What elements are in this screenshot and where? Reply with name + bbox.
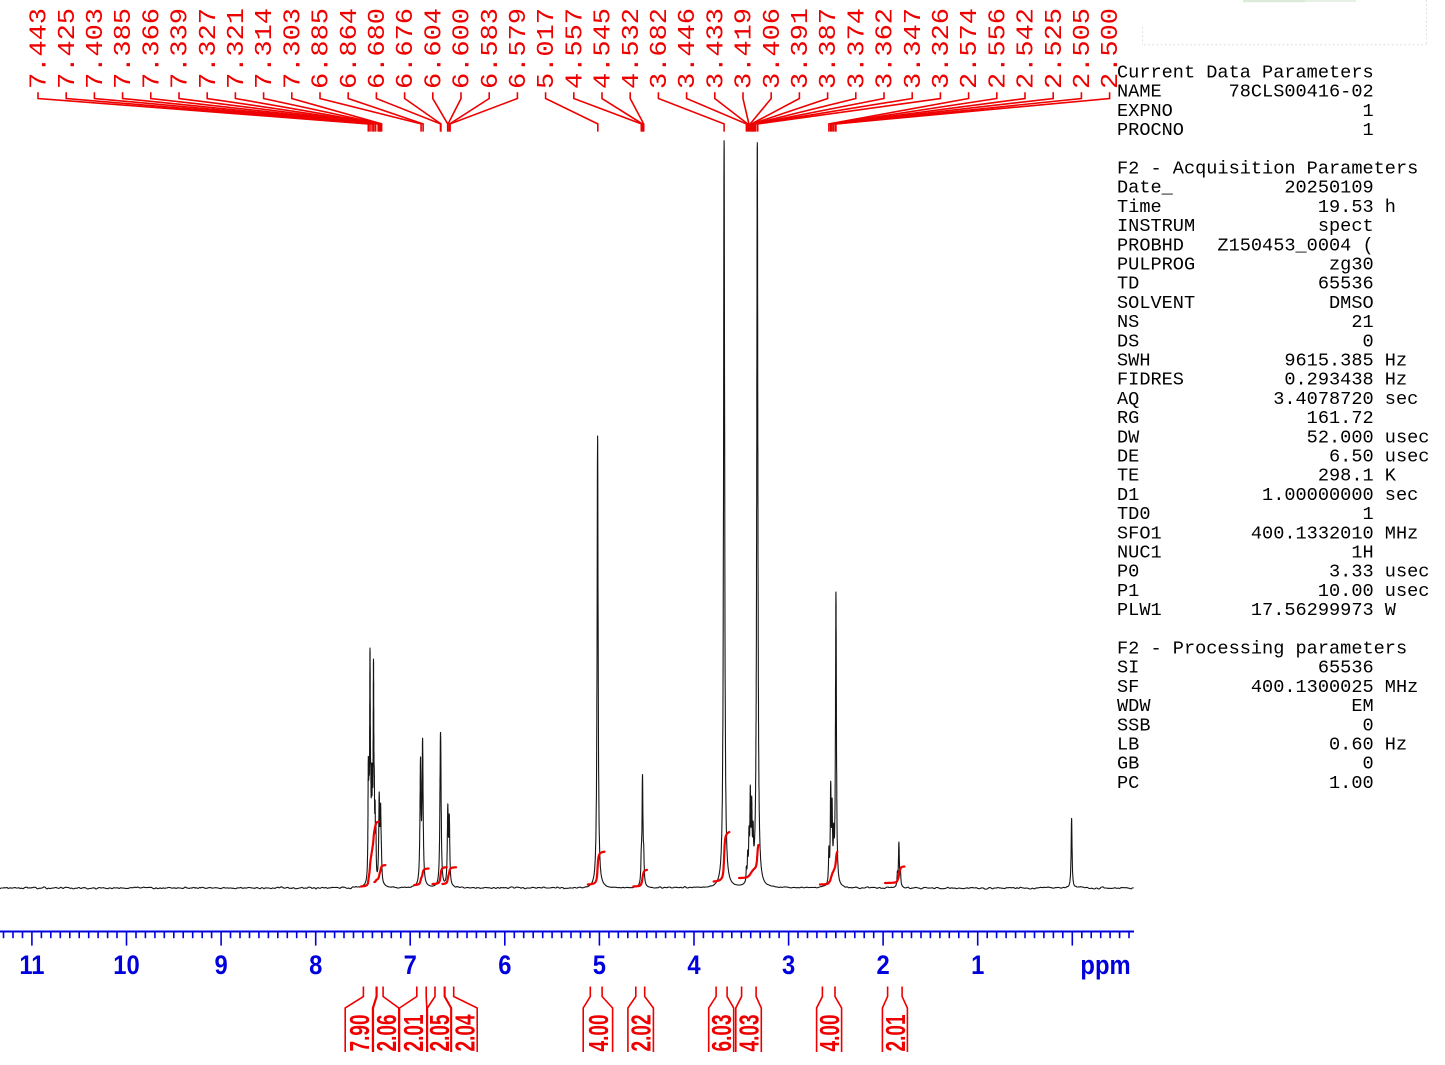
svg-text:PROBHD Z150453_0004 (: PROBHD Z150453_0004 ( <box>1117 235 1374 256</box>
svg-text:4.557: 4.557 <box>562 8 589 89</box>
svg-text:2.06: 2.06 <box>372 1014 404 1051</box>
svg-text:3.391: 3.391 <box>787 8 814 89</box>
svg-text:PC 1.00: PC 1.00 <box>1117 773 1374 794</box>
svg-text:GB 0: GB 0 <box>1117 754 1374 775</box>
svg-text:Date_ 20250109: Date_ 20250109 <box>1117 178 1374 199</box>
svg-text:2.505: 2.505 <box>1069 8 1096 89</box>
svg-text:TD 65536: TD 65536 <box>1117 274 1374 295</box>
svg-text:2.525: 2.525 <box>1041 8 1068 89</box>
svg-text:3.419: 3.419 <box>731 8 758 89</box>
svg-text:11: 11 <box>19 951 44 980</box>
svg-text:SF 400.1300025 MHz: SF 400.1300025 MHz <box>1117 677 1418 698</box>
svg-text:DE 6.50 usec: DE 6.50 usec <box>1117 447 1429 468</box>
svg-text:2.02: 2.02 <box>626 1014 658 1051</box>
svg-text:6.676: 6.676 <box>392 8 419 89</box>
svg-text:F2 - Acquisition Parameters: F2 - Acquisition Parameters <box>1117 159 1418 180</box>
svg-text:NUC1 1H: NUC1 1H <box>1117 543 1374 564</box>
svg-text:INSTRUM spect: INSTRUM spect <box>1117 216 1374 237</box>
svg-text:2.01: 2.01 <box>399 1014 431 1051</box>
svg-text:2: 2 <box>876 951 889 980</box>
svg-text:RG 161.72: RG 161.72 <box>1117 408 1374 429</box>
svg-text:2.556: 2.556 <box>985 8 1012 89</box>
svg-text:EXPNO 1: EXPNO 1 <box>1117 101 1374 122</box>
svg-text:7.366: 7.366 <box>139 8 166 89</box>
svg-text:3.446: 3.446 <box>674 8 701 89</box>
svg-text:F2 - Processing parameters: F2 - Processing parameters <box>1117 639 1407 660</box>
svg-text:NAME 78CLS00416-02: NAME 78CLS00416-02 <box>1117 82 1374 103</box>
svg-text:DW 52.000 usec: DW 52.000 usec <box>1117 427 1429 448</box>
svg-text:4.532: 4.532 <box>618 8 645 89</box>
svg-text:SI 65536: SI 65536 <box>1117 658 1374 679</box>
svg-text:SOLVENT DMSO: SOLVENT DMSO <box>1117 293 1374 314</box>
svg-text:1: 1 <box>971 951 984 980</box>
svg-text:ppm: ppm <box>1080 951 1130 980</box>
svg-text:7.443: 7.443 <box>26 8 53 89</box>
svg-text:P0 3.33 usec: P0 3.33 usec <box>1117 562 1429 583</box>
svg-text:TD0 1: TD0 1 <box>1117 504 1374 525</box>
svg-text:PULPROG zg30: PULPROG zg30 <box>1117 255 1374 276</box>
svg-text:2.574: 2.574 <box>956 8 983 89</box>
svg-text:SFO1 400.1332010 MHz: SFO1 400.1332010 MHz <box>1117 523 1418 544</box>
svg-text:6.604: 6.604 <box>421 8 448 89</box>
svg-text:4: 4 <box>687 951 700 980</box>
svg-text:3.682: 3.682 <box>646 8 673 89</box>
svg-text:5.017: 5.017 <box>533 8 560 89</box>
svg-text:3.362: 3.362 <box>872 8 899 89</box>
svg-text:2.542: 2.542 <box>1013 8 1040 89</box>
svg-text:NS 21: NS 21 <box>1117 312 1374 333</box>
svg-text:3.387: 3.387 <box>815 8 842 89</box>
svg-text:6.864: 6.864 <box>336 8 363 89</box>
svg-text:TE 298.1 K: TE 298.1 K <box>1117 466 1397 487</box>
svg-text:2.04: 2.04 <box>450 1014 482 1052</box>
svg-text:7.90: 7.90 <box>344 1014 376 1051</box>
svg-text:LB 0.60 Hz: LB 0.60 Hz <box>1117 735 1407 756</box>
svg-text:2.01: 2.01 <box>880 1014 912 1051</box>
svg-text:PROCNO 1: PROCNO 1 <box>1117 120 1374 141</box>
svg-text:7.327: 7.327 <box>195 8 222 89</box>
svg-text:DS 0: DS 0 <box>1117 331 1374 352</box>
svg-text:Time 19.53 h: Time 19.53 h <box>1117 197 1396 218</box>
svg-text:6.600: 6.600 <box>449 8 476 89</box>
svg-text:3.326: 3.326 <box>928 8 955 89</box>
svg-text:3.374: 3.374 <box>844 8 871 89</box>
svg-text:WDW EM: WDW EM <box>1117 696 1374 717</box>
svg-text:7.303: 7.303 <box>280 8 307 89</box>
svg-text:7.321: 7.321 <box>223 8 250 89</box>
svg-text:7.425: 7.425 <box>54 8 81 89</box>
svg-text:P1 10.00 usec: P1 10.00 usec <box>1117 581 1429 602</box>
svg-text:7: 7 <box>404 951 417 980</box>
svg-text:SWH 9615.385 Hz: SWH 9615.385 Hz <box>1117 351 1407 372</box>
svg-text:3.433: 3.433 <box>703 8 730 89</box>
svg-text:4.00: 4.00 <box>583 1014 615 1051</box>
svg-text:7.385: 7.385 <box>110 8 137 89</box>
svg-text:6.680: 6.680 <box>364 8 391 89</box>
svg-text:SSB 0: SSB 0 <box>1117 715 1374 736</box>
svg-text:4.03: 4.03 <box>734 1014 766 1051</box>
svg-text:3.406: 3.406 <box>759 8 786 89</box>
svg-text:5: 5 <box>593 951 606 980</box>
svg-text:7.403: 7.403 <box>82 8 109 89</box>
svg-text:4.545: 4.545 <box>590 8 617 89</box>
svg-text:10: 10 <box>113 951 139 980</box>
svg-text:AQ 3.4078720 sec: AQ 3.4078720 sec <box>1117 389 1418 410</box>
svg-text:Current Data Parameters: Current Data Parameters <box>1117 63 1374 84</box>
svg-text:3: 3 <box>782 951 795 980</box>
svg-text:8: 8 <box>309 951 322 980</box>
svg-text:7.339: 7.339 <box>167 8 194 89</box>
svg-text:3.347: 3.347 <box>900 8 927 89</box>
svg-text:PLW1 17.56299973 W: PLW1 17.56299973 W <box>1117 600 1397 621</box>
svg-text:6.583: 6.583 <box>477 8 504 89</box>
svg-text:D1 1.00000000 sec: D1 1.00000000 sec <box>1117 485 1418 506</box>
svg-text:6.885: 6.885 <box>308 8 335 89</box>
svg-text:2.500: 2.500 <box>1097 8 1124 89</box>
svg-text:6.579: 6.579 <box>505 8 532 89</box>
svg-text:4.00: 4.00 <box>815 1014 847 1051</box>
svg-text:9: 9 <box>214 951 227 980</box>
svg-text:7.314: 7.314 <box>251 8 278 89</box>
svg-text:6: 6 <box>498 951 511 980</box>
svg-text:6.03: 6.03 <box>707 1014 739 1051</box>
svg-text:FIDRES 0.293438 Hz: FIDRES 0.293438 Hz <box>1117 370 1407 391</box>
